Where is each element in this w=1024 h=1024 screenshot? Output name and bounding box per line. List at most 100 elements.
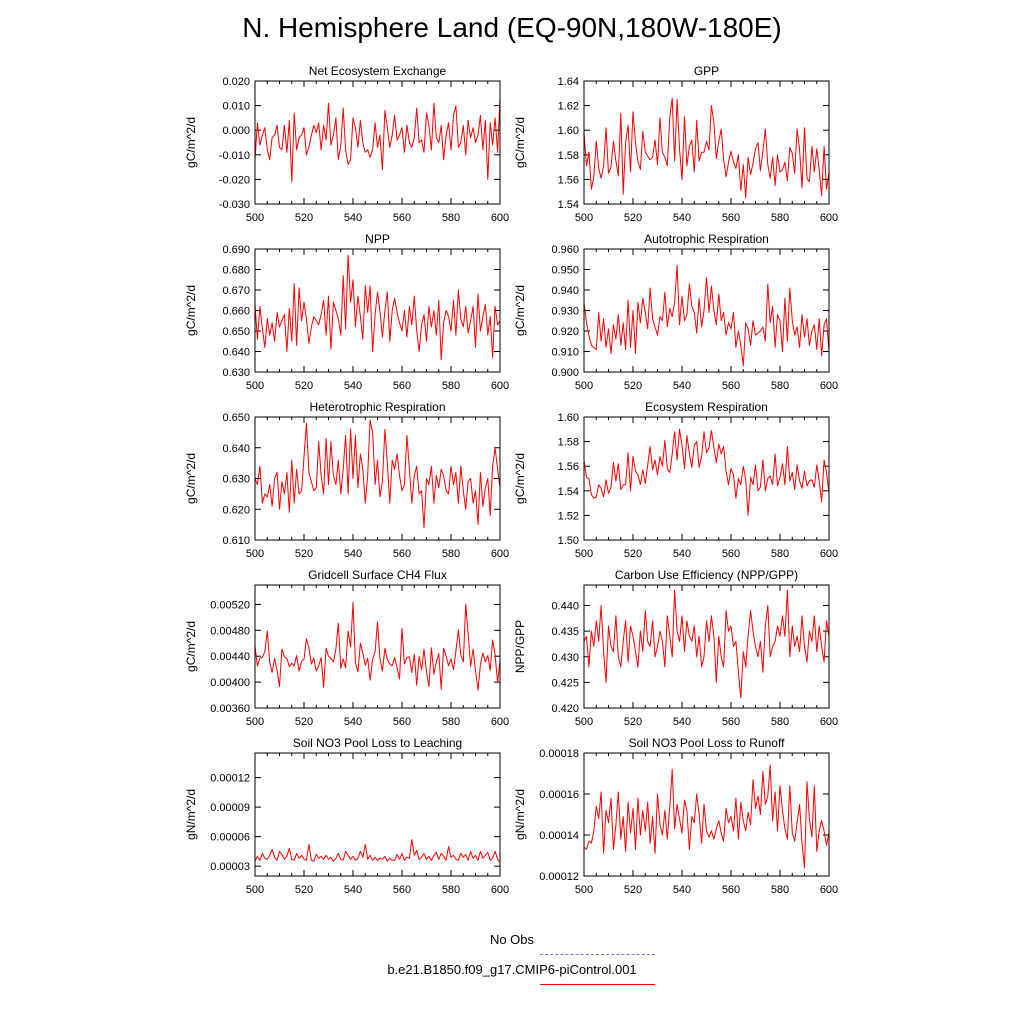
series-line (583, 764, 830, 869)
y-tick-label: 0.660 (222, 306, 250, 318)
y-axis-label: gC/m^2/d (513, 453, 527, 504)
x-tick-label: 540 (673, 380, 691, 392)
y-tick-label: 0.650 (222, 412, 250, 424)
y-tick-label: 0.950 (551, 265, 579, 277)
x-tick-label: 540 (344, 884, 362, 896)
x-tick-label: 520 (295, 548, 313, 560)
x-tick-label: 500 (246, 212, 264, 224)
y-tick-label: 0.00003 (210, 861, 250, 873)
y-tick-label: 0.425 (551, 677, 579, 689)
y-tick-label: 0.00006 (210, 832, 250, 844)
y-tick-label: 0.940 (551, 285, 579, 297)
y-tick-label: 0.430 (551, 652, 579, 664)
y-tick-label: -0.010 (219, 150, 250, 162)
y-tick-label: 0.900 (551, 367, 579, 379)
y-tick-label: 0.00016 (539, 789, 579, 801)
y-tick-label: 0.630 (222, 367, 250, 379)
x-tick-label: 500 (575, 212, 593, 224)
chart-heterotrophic-respiration: Heterotrophic Respiration gC/m^2/d 500 520 5… (184, 400, 509, 560)
x-tick-label: 520 (624, 548, 642, 560)
x-tick-label: 560 (393, 548, 411, 560)
y-tick-label: 0.630 (222, 474, 250, 486)
x-tick-label: 560 (393, 884, 411, 896)
plot-frame (583, 80, 830, 205)
x-tick-label: 560 (393, 212, 411, 224)
x-tick-label: 580 (771, 716, 789, 728)
y-tick-label: 1.58 (558, 437, 579, 449)
x-tick-label: 600 (820, 884, 838, 896)
y-tick-label: 0.010 (222, 101, 250, 113)
y-tick-label: 0.640 (222, 443, 250, 455)
y-tick-label: 0.00400 (210, 677, 250, 689)
x-tick-label: 600 (491, 716, 509, 728)
chart-title: Gridcell Surface CH4 Flux (308, 568, 447, 582)
y-tick-label: 1.60 (558, 412, 579, 424)
series-line (254, 419, 501, 529)
x-tick-label: 540 (673, 548, 691, 560)
x-tick-label: 580 (771, 884, 789, 896)
x-tick-label: 600 (491, 884, 509, 896)
x-tick-label: 560 (722, 548, 740, 560)
series-line (583, 589, 830, 699)
y-tick-label: 1.60 (558, 125, 579, 137)
x-tick-label: 520 (624, 212, 642, 224)
x-tick-label: 500 (246, 716, 264, 728)
page-title: N. Hemisphere Land (EQ-90N,180W-180E) (242, 12, 782, 43)
chart-gridcell-surface-ch4-flux: Gridcell Surface CH4 Flux gC/m^2/d 500 520 5… (184, 568, 509, 728)
x-tick-label: 520 (624, 380, 642, 392)
legend-line-no-obs (540, 954, 655, 955)
plot-frame (254, 584, 501, 709)
y-tick-label: -0.030 (219, 199, 250, 211)
x-tick-label: 560 (393, 716, 411, 728)
chart-title: Heterotrophic Respiration (309, 400, 445, 414)
x-tick-label: 560 (722, 212, 740, 224)
y-tick-label: 0.670 (222, 285, 250, 297)
legend-line-model-run (540, 984, 655, 985)
x-tick-label: 560 (722, 380, 740, 392)
x-tick-label: 580 (442, 380, 460, 392)
x-tick-label: 600 (820, 380, 838, 392)
plot-frame (583, 752, 830, 877)
chart-title: Soil NO3 Pool Loss to Leaching (293, 736, 462, 750)
y-tick-label: 0.435 (551, 626, 579, 638)
y-tick-label: 0.00012 (210, 773, 250, 785)
y-tick-label: 1.64 (558, 76, 579, 88)
legend-label-model-run: b.e21.B1850.f09_g17.CMIP6-piControl.001 (387, 962, 637, 977)
y-axis-label: NPP/GPP (513, 620, 527, 673)
x-tick-label: 540 (673, 212, 691, 224)
y-tick-label: 0.640 (222, 347, 250, 359)
plot-frame (254, 752, 501, 877)
y-tick-label: 0.00012 (539, 871, 579, 883)
series-line (583, 97, 830, 199)
y-tick-label: 0.00018 (539, 748, 579, 760)
series-line (254, 254, 501, 361)
x-tick-label: 540 (344, 212, 362, 224)
x-tick-label: 520 (295, 380, 313, 392)
y-tick-label: 0.020 (222, 76, 250, 88)
y-tick-label: 0.000 (222, 125, 250, 137)
y-tick-label: 1.54 (558, 199, 579, 211)
x-tick-label: 580 (442, 548, 460, 560)
chart-title: GPP (694, 64, 719, 78)
plot-frame (254, 80, 501, 205)
x-tick-label: 600 (491, 212, 509, 224)
series-line (583, 264, 830, 367)
chart-title: Carbon Use Efficiency (NPP/GPP) (615, 568, 798, 582)
x-tick-label: 580 (771, 212, 789, 224)
chart-title: Net Ecosystem Exchange (309, 64, 447, 78)
chart-carbon-use-efficiency-npp-gpp: Carbon Use Efficiency (NPP/GPP) NPP/GPP 50… (513, 568, 838, 728)
y-axis-label: gC/m^2/d (184, 453, 198, 504)
x-tick-label: 500 (575, 716, 593, 728)
y-tick-label: 1.54 (558, 486, 579, 498)
y-tick-label: 1.52 (558, 510, 579, 522)
chart-autotrophic-respiration: Autotrophic Respiration gC/m^2/d 500 520 540… (513, 232, 838, 392)
y-tick-label: 0.610 (222, 535, 250, 547)
y-axis-label: gN/m^2/d (513, 789, 527, 840)
x-tick-label: 520 (295, 716, 313, 728)
x-tick-label: 500 (575, 548, 593, 560)
chart-soil-no3-pool-loss-to-runoff: Soil NO3 Pool Loss to Runoff gN/m^2/d 500 5… (513, 736, 838, 896)
y-tick-label: 0.920 (551, 326, 579, 338)
chart-ecosystem-respiration: Ecosystem Respiration gC/m^2/d 500 520 540 56… (513, 400, 838, 560)
x-tick-label: 560 (393, 380, 411, 392)
series-line (254, 98, 501, 183)
